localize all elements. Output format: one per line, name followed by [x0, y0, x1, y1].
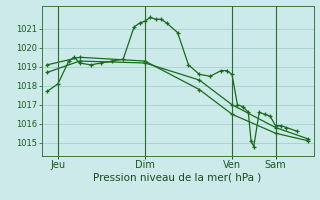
X-axis label: Pression niveau de la mer( hPa ): Pression niveau de la mer( hPa )	[93, 173, 262, 183]
